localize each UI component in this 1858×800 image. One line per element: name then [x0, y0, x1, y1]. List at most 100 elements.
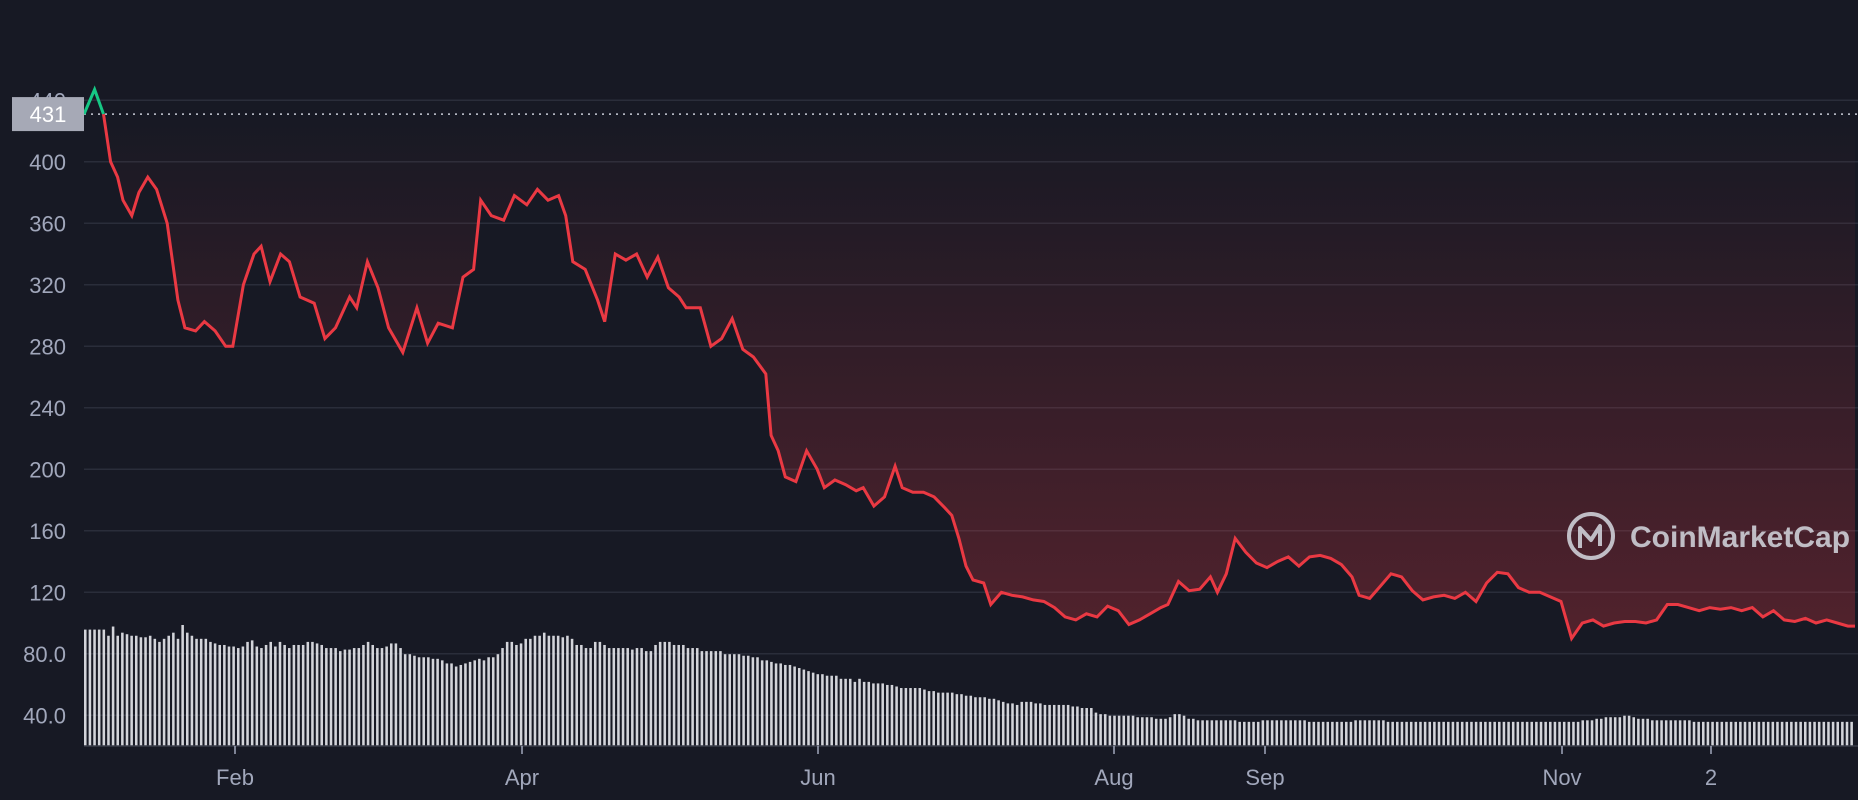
price-line-down	[102, 113, 1855, 642]
volume-bar	[1354, 720, 1357, 746]
volume-bar	[172, 632, 175, 746]
volume-bar	[1298, 720, 1302, 746]
coinmarketcap-logo-icon	[1567, 512, 1615, 560]
volume-bar	[746, 655, 750, 746]
volume-bar	[1734, 721, 1738, 746]
volume-bar	[1748, 721, 1751, 746]
volume-bar	[1576, 721, 1580, 746]
volume-bar	[1493, 721, 1496, 746]
volume-bar	[909, 688, 912, 746]
volume-bar	[760, 660, 764, 746]
volume-bar	[1655, 720, 1659, 746]
volume-bar	[176, 638, 180, 746]
volume-bar	[1720, 721, 1724, 746]
volume-bar	[1507, 721, 1510, 746]
volume-bar	[1641, 718, 1645, 746]
volume-bar	[1090, 708, 1093, 746]
volume-bar	[84, 629, 87, 746]
volume-bar	[1117, 715, 1121, 746]
volume-bar	[394, 643, 398, 746]
volume-bar	[1205, 720, 1209, 746]
volume-bar	[1326, 721, 1330, 746]
volume-bar	[1099, 714, 1102, 746]
volume-bar	[1108, 715, 1112, 746]
volume-bar	[570, 638, 574, 746]
volume-bar	[1836, 721, 1840, 746]
volume-bar	[1562, 721, 1566, 746]
volume-bar	[501, 648, 504, 746]
volume-bar	[955, 694, 959, 746]
volume-bar	[1284, 720, 1288, 746]
volume-bar	[1581, 720, 1585, 746]
volume-bar	[918, 688, 922, 746]
volume-bar	[468, 661, 472, 746]
volume-bar	[1131, 715, 1135, 746]
volume-bar	[1785, 721, 1789, 746]
volume-bar	[876, 683, 880, 746]
volume-bar	[848, 678, 852, 746]
price-area-fill	[103, 114, 1855, 639]
volume-bar	[593, 641, 597, 746]
volume-bar	[1799, 721, 1802, 746]
y-tick-label: 80.0	[23, 642, 66, 667]
volume-bar	[445, 663, 449, 746]
volume-bar	[195, 638, 198, 746]
volume-bar	[283, 644, 286, 746]
volume-bar	[292, 644, 296, 746]
volume-bar	[728, 654, 731, 746]
volume-bar	[617, 648, 620, 746]
volume-bar	[153, 638, 157, 746]
y-tick-label: 200	[29, 457, 66, 482]
volume-bar	[1391, 721, 1394, 746]
volume-bar	[1386, 721, 1390, 746]
volume-bar	[1127, 715, 1130, 746]
y-tick-label: 120	[29, 580, 66, 605]
volume-bar	[1850, 721, 1853, 746]
volume-bar	[1043, 704, 1047, 746]
volume-bar	[403, 654, 407, 746]
volume-bar	[236, 648, 240, 746]
volume-bar	[937, 692, 940, 746]
volume-bar	[524, 638, 527, 746]
volume-bar	[677, 644, 680, 746]
volume-bar	[1238, 721, 1241, 746]
volume-bar	[705, 651, 708, 746]
volume-bar	[686, 648, 690, 746]
volume-bar	[121, 632, 124, 746]
volume-bar	[297, 644, 300, 746]
volume-bar	[1154, 718, 1158, 746]
volume-bar	[1039, 703, 1042, 746]
volume-bar	[144, 637, 147, 746]
volume-bar	[1474, 721, 1478, 746]
volume-bar	[950, 692, 954, 746]
volume-bar	[1442, 721, 1445, 746]
volume-bar	[255, 646, 259, 746]
volume-bar	[1632, 717, 1636, 746]
volume-bar	[1460, 721, 1464, 746]
volume-bar	[770, 661, 773, 746]
volume-bar	[1711, 721, 1714, 746]
y-tick-label: 360	[29, 211, 66, 236]
volume-bar	[1219, 720, 1223, 746]
volume-bar	[1312, 721, 1316, 746]
volume-bar	[1419, 721, 1422, 746]
volume-bar	[575, 644, 578, 746]
volume-bar	[399, 648, 402, 746]
volume-bar	[997, 700, 1000, 746]
volume-bar	[946, 692, 949, 746]
price-line-up	[82, 85, 105, 115]
volume-bar	[1674, 720, 1677, 746]
volume-bar	[371, 644, 374, 746]
volume-bar	[1252, 721, 1255, 746]
volume-bar	[454, 666, 458, 746]
volume-bar	[881, 683, 884, 746]
volume-bar	[607, 648, 611, 746]
volume-bar	[232, 646, 235, 746]
volume-bar	[315, 643, 319, 746]
watermark-text: CoinMarketCap	[1630, 521, 1850, 554]
volume-bar	[1516, 721, 1520, 746]
volume-bar	[1187, 718, 1190, 746]
volume-bar	[927, 691, 931, 746]
volume-bar	[1660, 720, 1663, 746]
